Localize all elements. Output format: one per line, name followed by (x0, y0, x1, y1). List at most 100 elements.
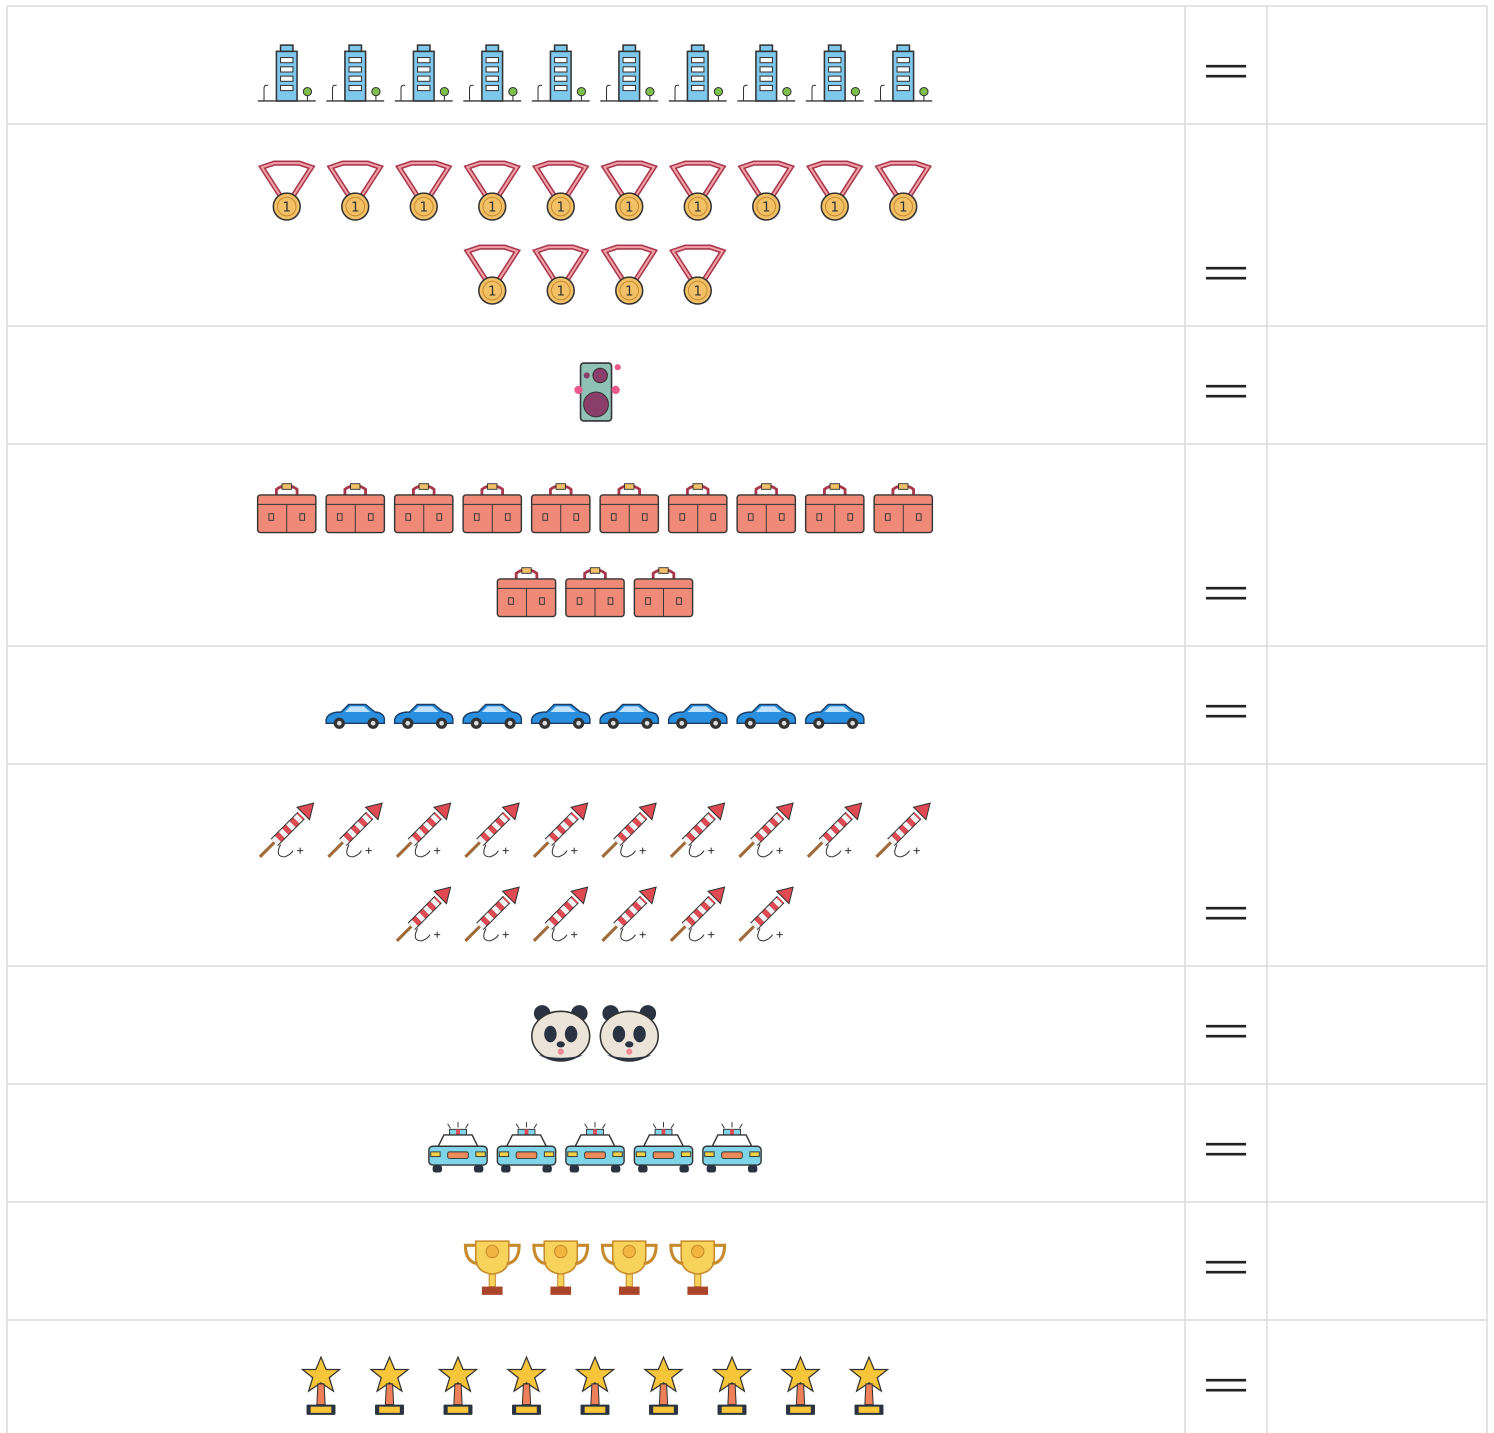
icon (465, 887, 519, 941)
icon (739, 887, 793, 941)
icon (634, 1122, 692, 1173)
icon (602, 1241, 656, 1295)
equals-sign: = (1199, 1348, 1253, 1422)
equals-sign: = (1199, 34, 1253, 108)
icon (497, 1122, 555, 1173)
icon (737, 484, 795, 533)
icon (262, 163, 312, 220)
icon-group (258, 484, 933, 617)
icon (713, 1357, 750, 1415)
icon (604, 247, 654, 304)
icon-group (326, 704, 864, 728)
icon (328, 803, 382, 857)
icon (600, 1005, 658, 1061)
icon (467, 163, 517, 220)
icon (326, 704, 384, 728)
icon (673, 163, 723, 220)
icon-group (302, 1357, 887, 1415)
icon (566, 568, 624, 617)
equals-sign: = (1199, 674, 1253, 748)
icon (302, 1357, 339, 1415)
icon (874, 45, 932, 101)
icon (737, 704, 795, 728)
icon-group (262, 163, 928, 304)
equals-sign: = (1199, 876, 1253, 950)
icon (326, 484, 384, 533)
icon (532, 45, 590, 101)
icon (566, 1122, 624, 1173)
icon (600, 484, 658, 533)
icon (806, 704, 864, 728)
equals-sign: = (1199, 1230, 1253, 1304)
icon (330, 163, 380, 220)
icon (497, 568, 555, 617)
icon (467, 247, 517, 304)
icon (602, 803, 656, 857)
icon (371, 1357, 408, 1415)
equals-sign: = (1199, 354, 1253, 428)
icon (703, 1122, 761, 1173)
icon (671, 887, 725, 941)
icon-group (258, 45, 932, 101)
icon (574, 363, 621, 421)
icon (260, 803, 314, 857)
icon (397, 887, 451, 941)
icon (669, 704, 727, 728)
icon (671, 803, 725, 857)
icon (532, 484, 590, 533)
icon (782, 1357, 819, 1415)
icon (532, 1005, 590, 1061)
icon (465, 803, 519, 857)
icon (737, 45, 795, 101)
equals-sign: = (1199, 556, 1253, 630)
icon (463, 484, 521, 533)
icon (258, 484, 316, 533)
icon (534, 803, 588, 857)
icon (536, 163, 586, 220)
icon (645, 1357, 682, 1415)
icon (439, 1357, 476, 1415)
icon (810, 163, 860, 220)
icon (669, 45, 727, 101)
icon (673, 247, 723, 304)
icon (604, 163, 654, 220)
equals-sign: = (1199, 1112, 1253, 1186)
icon (536, 247, 586, 304)
icon (397, 803, 451, 857)
icon-group (532, 1005, 658, 1061)
icon (671, 1241, 725, 1295)
icon (508, 1357, 545, 1415)
icon (463, 704, 521, 728)
icon (258, 45, 316, 101)
icon (850, 1357, 887, 1415)
icon (534, 887, 588, 941)
icon (600, 45, 658, 101)
icon (463, 45, 521, 101)
icon (739, 803, 793, 857)
icon-group (574, 363, 621, 421)
icon-group (465, 1241, 724, 1295)
icon (399, 163, 449, 220)
icon (576, 1357, 613, 1415)
icon (532, 704, 590, 728)
icon (876, 803, 930, 857)
icon (669, 484, 727, 533)
icon (326, 45, 384, 101)
icon (395, 45, 453, 101)
icon (878, 163, 928, 220)
icon (395, 704, 453, 728)
icon (741, 163, 791, 220)
icon (429, 1122, 487, 1173)
worksheet: 1 (0, 0, 1494, 1433)
icon (534, 1241, 588, 1295)
icon (395, 484, 453, 533)
icon (465, 1241, 519, 1295)
icon (808, 803, 862, 857)
equals-sign: = (1199, 236, 1253, 310)
icon-group (260, 803, 930, 941)
icon (806, 484, 864, 533)
equals-sign: = (1199, 994, 1253, 1068)
icon (806, 45, 864, 101)
icon (634, 568, 692, 617)
icon (874, 484, 932, 533)
